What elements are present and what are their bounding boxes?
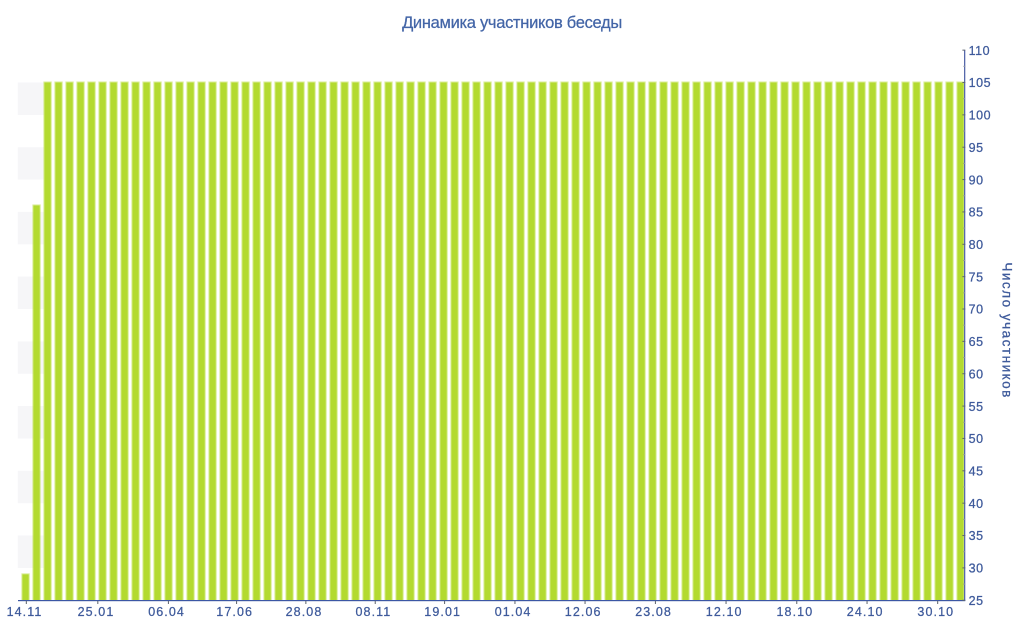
svg-text:28.08: 28.08 xyxy=(286,605,323,619)
svg-text:14.11: 14.11 xyxy=(7,605,43,619)
svg-text:85: 85 xyxy=(969,206,984,220)
svg-text:18.10: 18.10 xyxy=(777,605,814,619)
svg-text:30: 30 xyxy=(969,562,984,576)
svg-text:60: 60 xyxy=(969,367,984,381)
svg-text:45: 45 xyxy=(969,465,984,479)
svg-text:24.10: 24.10 xyxy=(847,605,884,619)
svg-text:17.06: 17.06 xyxy=(216,605,253,619)
svg-text:19.01: 19.01 xyxy=(424,605,461,619)
svg-text:100: 100 xyxy=(969,109,992,123)
svg-text:110: 110 xyxy=(969,44,991,58)
svg-text:30.10: 30.10 xyxy=(917,605,954,619)
svg-text:Число участников: Число участников xyxy=(1000,262,1015,399)
svg-text:65: 65 xyxy=(969,335,984,349)
svg-text:12.06: 12.06 xyxy=(565,605,602,619)
svg-text:08.11: 08.11 xyxy=(355,605,391,619)
svg-text:50: 50 xyxy=(969,432,984,446)
svg-text:90: 90 xyxy=(969,173,984,187)
svg-text:23.08: 23.08 xyxy=(635,605,672,619)
svg-text:25.01: 25.01 xyxy=(78,605,115,619)
svg-text:80: 80 xyxy=(969,238,984,252)
svg-text:35: 35 xyxy=(969,529,984,543)
svg-text:95: 95 xyxy=(969,141,984,155)
svg-text:70: 70 xyxy=(969,303,984,317)
svg-text:75: 75 xyxy=(969,270,984,284)
svg-text:Динамика участников беседы: Динамика участников беседы xyxy=(402,14,622,32)
svg-text:12.10: 12.10 xyxy=(706,605,743,619)
svg-text:25: 25 xyxy=(969,594,984,608)
svg-text:01.04: 01.04 xyxy=(495,605,532,619)
svg-text:55: 55 xyxy=(969,400,984,414)
svg-text:105: 105 xyxy=(969,76,992,90)
svg-text:06.04: 06.04 xyxy=(148,605,185,619)
svg-text:40: 40 xyxy=(969,497,984,511)
